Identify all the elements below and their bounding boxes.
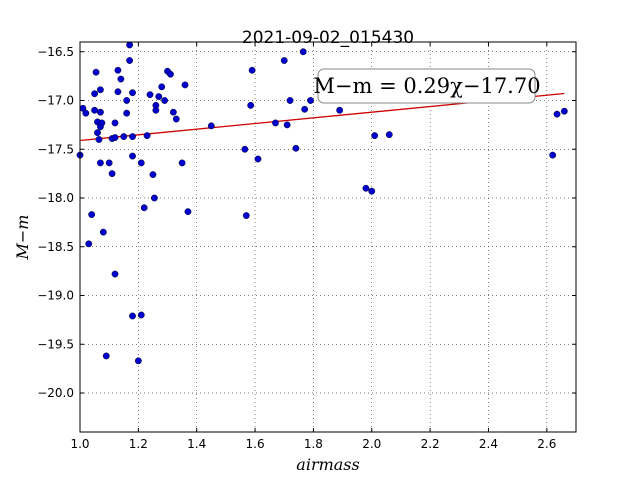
- data-point: [99, 228, 107, 236]
- data-point: [97, 108, 104, 116]
- data-point: [97, 86, 104, 94]
- annotation-box: [317, 68, 536, 104]
- data-point: [137, 311, 145, 319]
- x-tick-label: 1.0: [70, 437, 89, 451]
- x-tick-label: 2.4: [479, 437, 498, 451]
- data-point: [155, 93, 163, 101]
- data-point: [299, 48, 307, 56]
- data-point: [307, 97, 314, 104]
- data-point: [286, 97, 294, 104]
- data-point: [560, 107, 568, 115]
- y-tick-label: −16.5: [37, 45, 74, 59]
- x-tick-label: 1.2: [129, 437, 148, 451]
- data-point: [272, 119, 279, 127]
- data-point: [129, 89, 136, 97]
- data-point: [301, 105, 309, 113]
- data-point: [98, 119, 106, 127]
- data-point: [123, 109, 131, 117]
- data-point: [92, 68, 100, 76]
- data-point: [102, 352, 110, 360]
- data-point: [553, 110, 561, 118]
- x-tick-label: 1.8: [304, 437, 323, 451]
- data-point: [94, 129, 101, 137]
- data-point: [161, 97, 169, 104]
- data-point: [91, 106, 98, 114]
- data-point: [143, 132, 151, 140]
- annotation-text: M−m = 0.29χ−17.70: [313, 74, 540, 98]
- y-tick-label: −20.0: [37, 386, 74, 400]
- data-point: [292, 144, 300, 152]
- data-point: [111, 134, 119, 141]
- data-point: [126, 41, 134, 49]
- data-point: [149, 171, 157, 179]
- data-point: [120, 133, 128, 140]
- y-tick-label: −17.0: [37, 94, 74, 108]
- data-point: [207, 122, 215, 130]
- data-point: [134, 357, 142, 365]
- data-point: [137, 159, 145, 167]
- data-point: [123, 97, 131, 104]
- y-tick-label: −19.5: [37, 337, 74, 351]
- x-tick-label: 1.6: [246, 437, 265, 451]
- x-tick-label: 2.2: [421, 437, 440, 451]
- data-points: [76, 41, 568, 365]
- data-point: [111, 270, 119, 278]
- data-point: [169, 108, 177, 116]
- data-point: [248, 66, 256, 74]
- y-tick-label: −19.0: [37, 289, 74, 303]
- data-point: [126, 57, 134, 64]
- plot-frame: [79, 41, 577, 433]
- x-tick-label: 1.4: [187, 437, 206, 451]
- data-point: [95, 136, 103, 143]
- data-point: [91, 90, 98, 98]
- fit-annotation: M−m = 0.29χ−17.70: [313, 68, 541, 104]
- data-point: [368, 187, 376, 195]
- data-point: [146, 91, 154, 99]
- data-point: [82, 109, 90, 117]
- data-point: [336, 106, 344, 114]
- data-point: [362, 184, 370, 192]
- data-point: [117, 75, 125, 83]
- data-point: [184, 208, 192, 216]
- data-point: [114, 88, 122, 96]
- data-point: [129, 152, 136, 160]
- data-point: [254, 155, 262, 163]
- data-point: [158, 83, 166, 91]
- data-point: [114, 66, 122, 74]
- data-point: [549, 151, 557, 159]
- data-point: [283, 121, 291, 129]
- data-point: [178, 159, 186, 167]
- data-point: [108, 170, 116, 178]
- data-point: [385, 131, 393, 139]
- data-point: [167, 70, 174, 78]
- data-point: [242, 212, 250, 219]
- data-point: [88, 211, 96, 218]
- data-point: [129, 133, 136, 140]
- chart-title: 2021-09-02_015430: [242, 28, 414, 48]
- data-point: [241, 145, 249, 153]
- data-point: [140, 204, 148, 212]
- x-tick-label: 2.6: [537, 437, 556, 451]
- data-point: [150, 194, 158, 202]
- y-axis-label: M−m: [13, 215, 32, 261]
- y-tick-label: −18.0: [37, 191, 74, 205]
- y-tick-label: −17.5: [37, 142, 74, 156]
- y-tick-label: −18.5: [37, 240, 74, 254]
- data-point: [85, 240, 93, 248]
- data-point: [97, 159, 104, 167]
- data-point: [105, 159, 113, 167]
- data-point: [111, 119, 119, 127]
- data-point: [129, 312, 136, 320]
- data-point: [247, 101, 255, 109]
- data-point: [181, 81, 189, 89]
- x-axis-label: airmass: [296, 455, 359, 474]
- data-point: [371, 132, 379, 140]
- data-point: [280, 57, 288, 64]
- axis-ticks: 1.0 1.2 1.4 1.6 1.8 2.0 2.2 2.4 2.6 −16.5 −17.0 −17…: [37, 42, 576, 451]
- data-point: [172, 115, 180, 123]
- data-point: [152, 106, 160, 114]
- x-tick-label: 2.0: [362, 437, 381, 451]
